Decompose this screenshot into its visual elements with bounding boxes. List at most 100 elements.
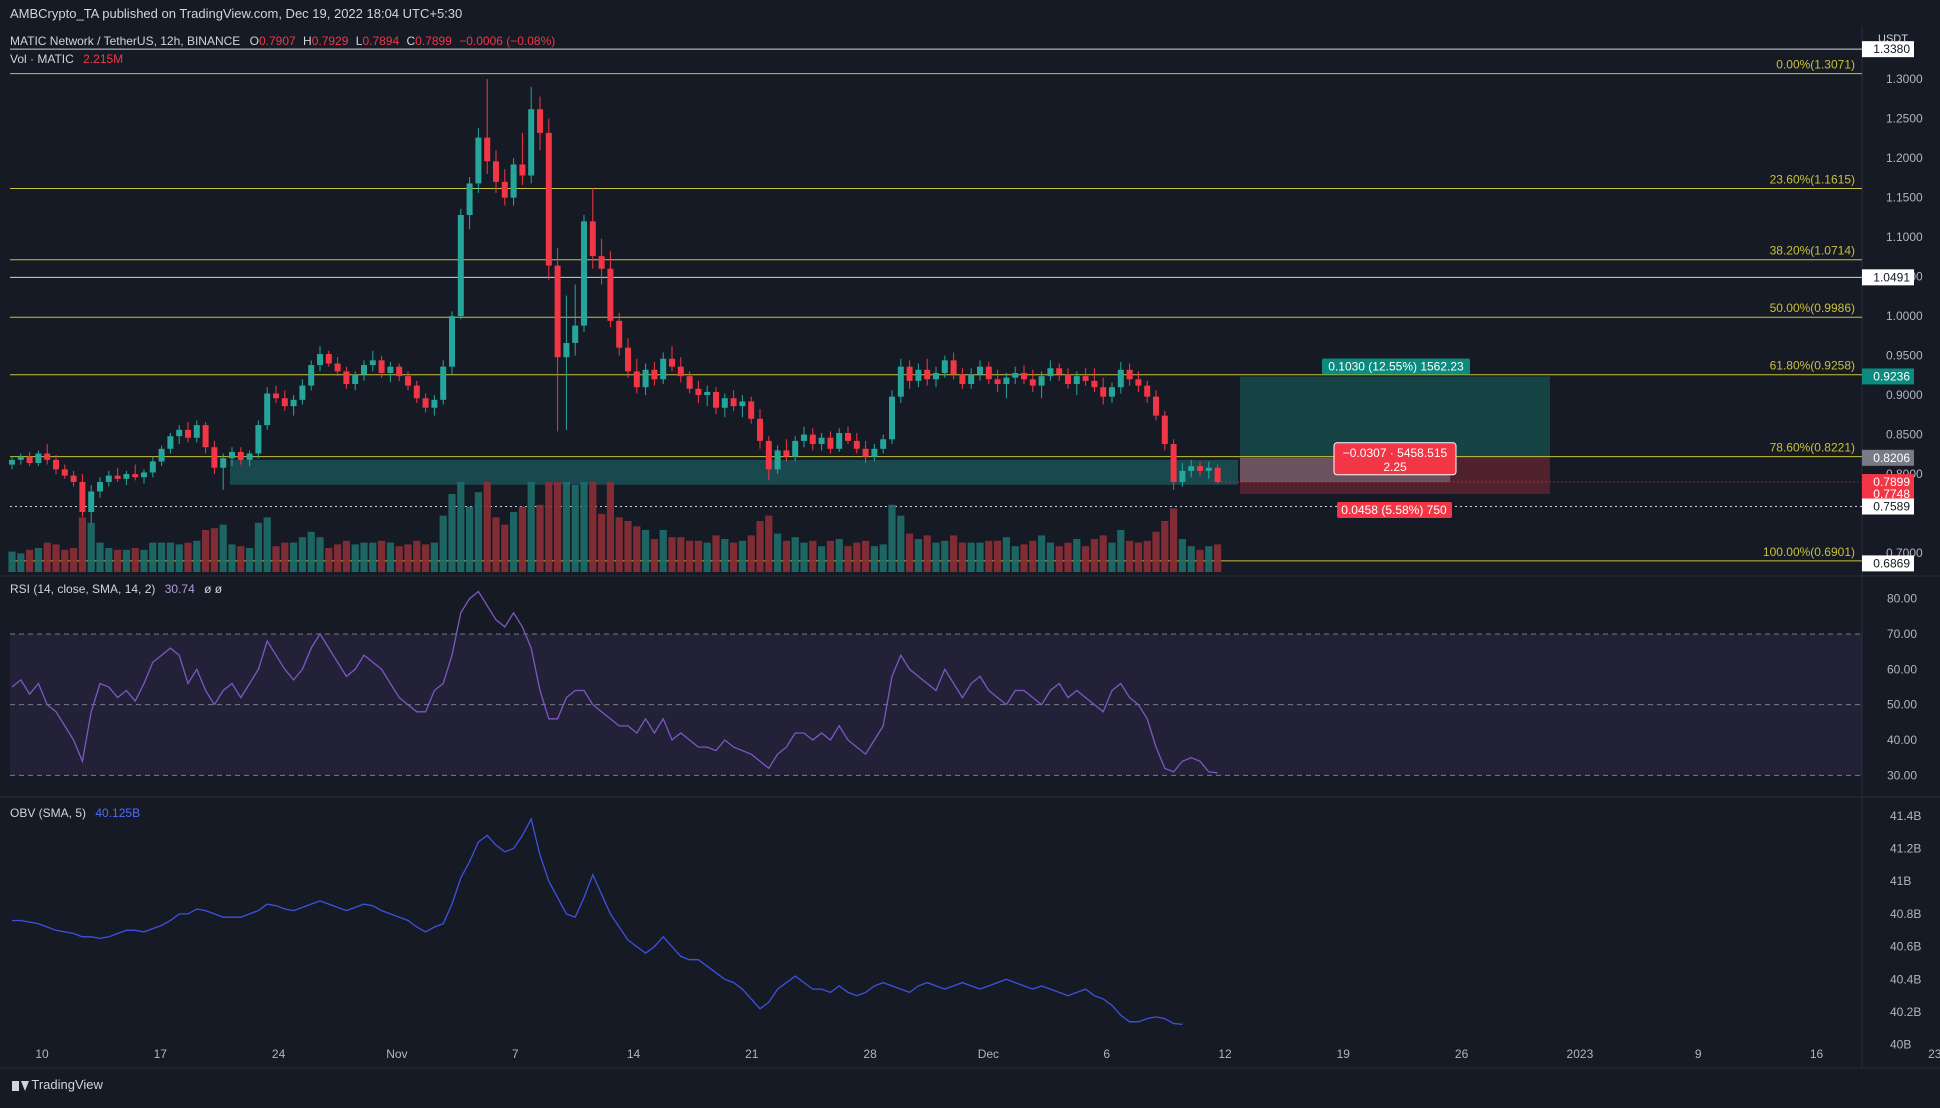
fib-level-label: 50.00%(0.9986) <box>1770 301 1855 315</box>
volume-bar <box>941 540 949 572</box>
price-tick-label: 1.1500 <box>1886 191 1923 205</box>
candle-body <box>79 481 86 512</box>
volume-value: 2.215M <box>83 52 124 66</box>
ohlc-low: 0.7894 <box>362 34 400 48</box>
candle-body <box>475 137 482 184</box>
time-tick-label: 14 <box>627 1047 641 1061</box>
volume-bar <box>193 540 201 572</box>
candle-body <box>1047 368 1054 377</box>
volume-bar <box>1002 537 1010 572</box>
rsi-line <box>11 590 1218 774</box>
volume-bar <box>457 482 465 572</box>
candle-body <box>493 161 499 182</box>
candle-body <box>1021 372 1027 380</box>
candle-body <box>97 481 103 492</box>
candle-body <box>721 398 728 408</box>
volume-bar <box>8 551 16 572</box>
candle-body <box>1197 466 1203 471</box>
price-axis-label: 0.7589 <box>1862 498 1914 515</box>
volume-bar <box>122 549 130 572</box>
volume-bar <box>994 540 1002 572</box>
candle-body <box>1161 415 1168 445</box>
candle-body <box>730 398 737 407</box>
candle-body <box>1117 369 1124 388</box>
rsi-extra: ø ø <box>204 582 223 596</box>
candle-body <box>853 440 860 449</box>
candle-body <box>70 475 77 482</box>
volume-bar <box>835 539 843 572</box>
position-target-label-bg <box>1322 358 1470 375</box>
candle-body <box>801 434 807 441</box>
price-axis-label-text: 1.0491 <box>1873 270 1910 284</box>
tradingview-brand[interactable]: TradingView <box>12 1077 103 1092</box>
candle-body <box>44 453 51 460</box>
candle-body <box>959 374 966 385</box>
candle-body <box>193 425 200 438</box>
candle-body <box>686 376 693 389</box>
obv-value: 40.125B <box>95 806 141 820</box>
candle-body <box>141 472 147 478</box>
candle-body <box>924 369 931 380</box>
price-axis-label-text: 0.7748 <box>1873 487 1910 501</box>
fib-level-label: 78.60%(0.8221) <box>1770 441 1855 455</box>
volume-bar <box>263 517 271 572</box>
volume-bar <box>615 517 623 572</box>
volume-bar <box>853 542 861 572</box>
candle-body <box>1073 376 1080 385</box>
candle-body <box>185 429 191 438</box>
candle-body <box>757 418 763 441</box>
candle-body <box>334 363 341 372</box>
candle-body <box>1205 467 1212 471</box>
position-pnl-text: −0.0307 · 5458.515 <box>1343 446 1448 460</box>
volume-bar <box>210 528 218 572</box>
price-tick-label: 0.9500 <box>1886 349 1923 363</box>
rsi-tick-label: 60.00 <box>1887 662 1917 676</box>
volume-bar <box>1170 508 1178 572</box>
fib-level-label: 23.60%(1.1615) <box>1770 173 1855 187</box>
rsi-tick-label: 80.00 <box>1887 592 1917 606</box>
candle-body <box>880 439 887 449</box>
volume-bar <box>809 540 817 572</box>
volume-bar <box>26 549 34 572</box>
candle-body <box>325 354 332 364</box>
price-tick-label: 1.2500 <box>1886 112 1923 126</box>
candle-body <box>545 132 552 266</box>
rsi-tick-label: 30.00 <box>1887 768 1917 782</box>
price-axis-label-bg <box>1862 41 1914 58</box>
candle-body <box>607 268 614 321</box>
volume-bar <box>1187 546 1195 572</box>
fib-level-label: 61.80%(0.9258) <box>1770 359 1855 373</box>
volume-bar <box>650 539 658 572</box>
price-axis-label-text: 0.8206 <box>1873 451 1910 465</box>
volume-bar <box>985 540 993 572</box>
volume-bar <box>923 535 931 572</box>
volume-bar <box>1108 542 1116 572</box>
price-tick-label: 1.0000 <box>1886 309 1923 323</box>
ohlc-high: 0.7929 <box>311 34 349 48</box>
volume-bar <box>1205 546 1213 572</box>
volume-bar <box>536 504 544 572</box>
volume-bar <box>1082 546 1090 572</box>
volume-bar <box>1020 544 1028 572</box>
time-tick-label: 19 <box>1337 1047 1351 1061</box>
volume-bar <box>562 482 570 572</box>
candle-body <box>105 475 112 482</box>
volume-bar <box>1029 540 1037 572</box>
candle-body <box>977 366 983 375</box>
ohlc-open: 0.7907 <box>258 34 296 48</box>
candle-body <box>484 137 491 162</box>
volume-bar <box>659 530 667 572</box>
candle-body <box>501 181 508 198</box>
price-axis-label-bg <box>1862 555 1914 572</box>
volume-bar <box>422 544 430 572</box>
candle-body <box>660 358 667 380</box>
candle-body <box>633 371 640 388</box>
volume-bar <box>448 494 456 572</box>
volume-bar <box>1038 535 1046 572</box>
candle-body <box>1012 372 1019 378</box>
rsi-value: 30.74 <box>164 582 195 596</box>
candle-body <box>625 347 631 372</box>
time-tick-label: 6 <box>1103 1047 1110 1061</box>
